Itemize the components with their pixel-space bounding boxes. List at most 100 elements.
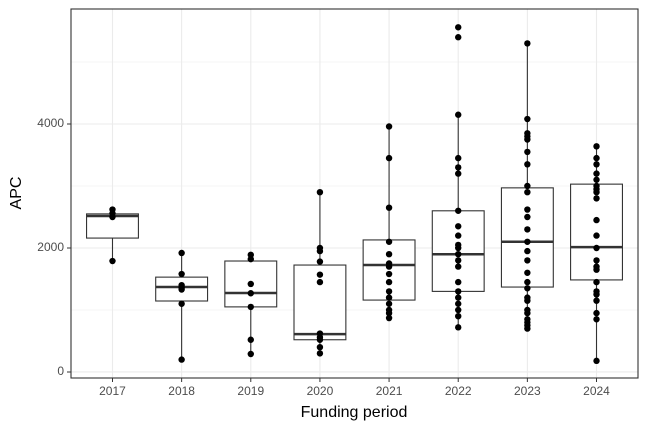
- data-point: [385, 309, 393, 317]
- data-point: [247, 290, 254, 297]
- y-tick-label: 4000: [37, 116, 64, 130]
- data-point: [524, 278, 531, 286]
- data-point: [178, 249, 185, 257]
- data-point: [455, 24, 462, 31]
- data-point: [524, 188, 531, 196]
- data-point: [178, 286, 185, 293]
- data-point: [593, 232, 600, 239]
- data-point: [455, 324, 462, 331]
- data-point: [455, 312, 462, 320]
- data-point: [524, 238, 531, 245]
- panel-border: [70, 8, 639, 379]
- data-point: [455, 164, 462, 171]
- data-point: [247, 303, 254, 311]
- data-point: [178, 270, 185, 278]
- data-point: [593, 297, 600, 304]
- data-point: [385, 123, 393, 130]
- data-point: [593, 143, 600, 150]
- data-point: [593, 278, 600, 286]
- data-point: [455, 34, 462, 41]
- data-point: [385, 154, 393, 162]
- data-point: [593, 357, 600, 365]
- data-point: [316, 278, 324, 286]
- data-point: [524, 136, 531, 143]
- data-point: [455, 111, 462, 118]
- data-point: [593, 309, 600, 317]
- data-point: [455, 170, 462, 177]
- data-point: [524, 182, 531, 190]
- data-point: [316, 336, 324, 343]
- data-point: [593, 170, 600, 177]
- data-point: [593, 316, 600, 323]
- data-point: [247, 255, 254, 263]
- y-tick-label: 0: [57, 364, 64, 378]
- data-point: [593, 195, 600, 202]
- data-point: [385, 270, 393, 278]
- data-point: [593, 257, 600, 264]
- data-point: [593, 266, 600, 273]
- data-point: [524, 325, 531, 332]
- data-point: [385, 314, 393, 322]
- data-point: [455, 278, 462, 286]
- data-point: [178, 300, 185, 307]
- data-point: [455, 232, 462, 239]
- data-point: [455, 207, 462, 214]
- data-point: [247, 336, 254, 343]
- y-tick-label: 2000: [37, 240, 64, 254]
- data-point: [109, 213, 116, 221]
- y-axis-title: APC: [8, 177, 25, 210]
- x-axis-title: Funding period: [301, 404, 408, 421]
- data-point: [593, 216, 600, 224]
- data-point: [455, 154, 462, 162]
- data-point: [316, 271, 324, 278]
- data-point: [385, 263, 393, 270]
- x-tick-label: 2021: [376, 384, 403, 398]
- data-point: [385, 238, 393, 245]
- data-point: [385, 204, 393, 211]
- data-point: [524, 257, 531, 264]
- data-point: [385, 250, 393, 258]
- data-point: [524, 226, 531, 233]
- data-point: [455, 223, 462, 230]
- data-point: [247, 350, 254, 358]
- data-point: [524, 285, 531, 292]
- data-point: [385, 288, 393, 295]
- x-tick-label: 2020: [307, 384, 334, 398]
- data-point: [524, 269, 531, 276]
- data-point: [316, 350, 324, 357]
- data-point: [247, 280, 254, 288]
- data-point: [593, 291, 600, 298]
- data-point: [455, 294, 462, 301]
- data-point: [455, 300, 462, 307]
- data-point: [316, 188, 324, 196]
- data-point: [455, 288, 462, 295]
- data-point: [316, 247, 324, 255]
- data-point: [455, 263, 462, 270]
- x-tick-label: 2019: [237, 384, 264, 398]
- data-point: [455, 306, 462, 314]
- data-point: [593, 154, 600, 162]
- data-point: [524, 213, 531, 221]
- data-point: [524, 247, 531, 255]
- data-point: [455, 244, 462, 252]
- data-point: [385, 300, 393, 307]
- data-point: [524, 115, 531, 123]
- data-point: [593, 176, 600, 183]
- data-point: [455, 250, 462, 258]
- x-tick-label: 2023: [514, 384, 541, 398]
- data-point: [316, 258, 324, 265]
- data-point: [524, 161, 531, 168]
- x-tick-label: 2022: [445, 384, 472, 398]
- data-point: [524, 297, 531, 304]
- x-tick-label: 2018: [168, 384, 195, 398]
- data-point: [524, 309, 531, 317]
- x-tick-label: 2024: [583, 384, 610, 398]
- data-point: [593, 161, 600, 168]
- data-point: [524, 148, 531, 156]
- data-point: [316, 343, 324, 351]
- data-point: [109, 257, 116, 265]
- x-tick-label: 2017: [99, 384, 126, 398]
- data-point: [455, 257, 462, 264]
- data-point: [385, 278, 393, 286]
